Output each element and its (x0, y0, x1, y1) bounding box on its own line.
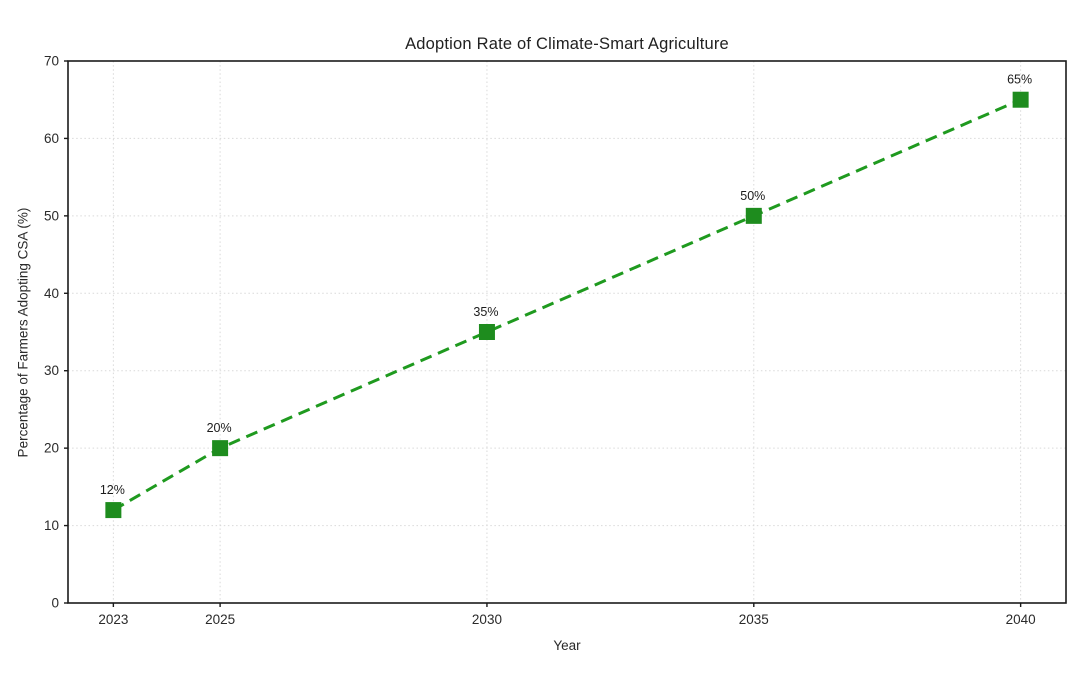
data-point-marker (745, 207, 762, 224)
y-tick-label: 0 (51, 596, 59, 611)
x-tick-label: 2030 (472, 612, 502, 627)
plot-frame (67, 60, 1067, 604)
data-point-label: 20% (207, 421, 232, 435)
x-tick-label: 2023 (98, 612, 128, 627)
y-tick-label: 50 (44, 208, 59, 223)
data-line (112, 98, 1022, 512)
y-tick-label: 70 (44, 54, 59, 69)
data-point-label: 12% (100, 483, 125, 497)
y-tick-label: 40 (44, 286, 59, 301)
y-tick-label: 30 (44, 363, 59, 378)
y-tick-label: 60 (44, 131, 59, 146)
x-tick-label: 2040 (1006, 612, 1036, 627)
chart-title: Adoption Rate of Climate-Smart Agricultu… (405, 35, 729, 53)
data-point-label: 35% (473, 305, 498, 319)
y-tick-label: 10 (44, 518, 59, 533)
x-tick-label: 2035 (739, 612, 769, 627)
data-point-marker (1012, 91, 1029, 108)
y-tick-label: 20 (44, 441, 59, 456)
data-point-label: 65% (1007, 73, 1032, 87)
x-tick-label: 2025 (205, 612, 235, 627)
data-point-marker (212, 440, 229, 457)
data-point-marker (105, 502, 122, 519)
x-axis-label: Year (553, 638, 581, 653)
data-point-marker (478, 324, 495, 340)
data-point-label: 50% (740, 189, 765, 203)
